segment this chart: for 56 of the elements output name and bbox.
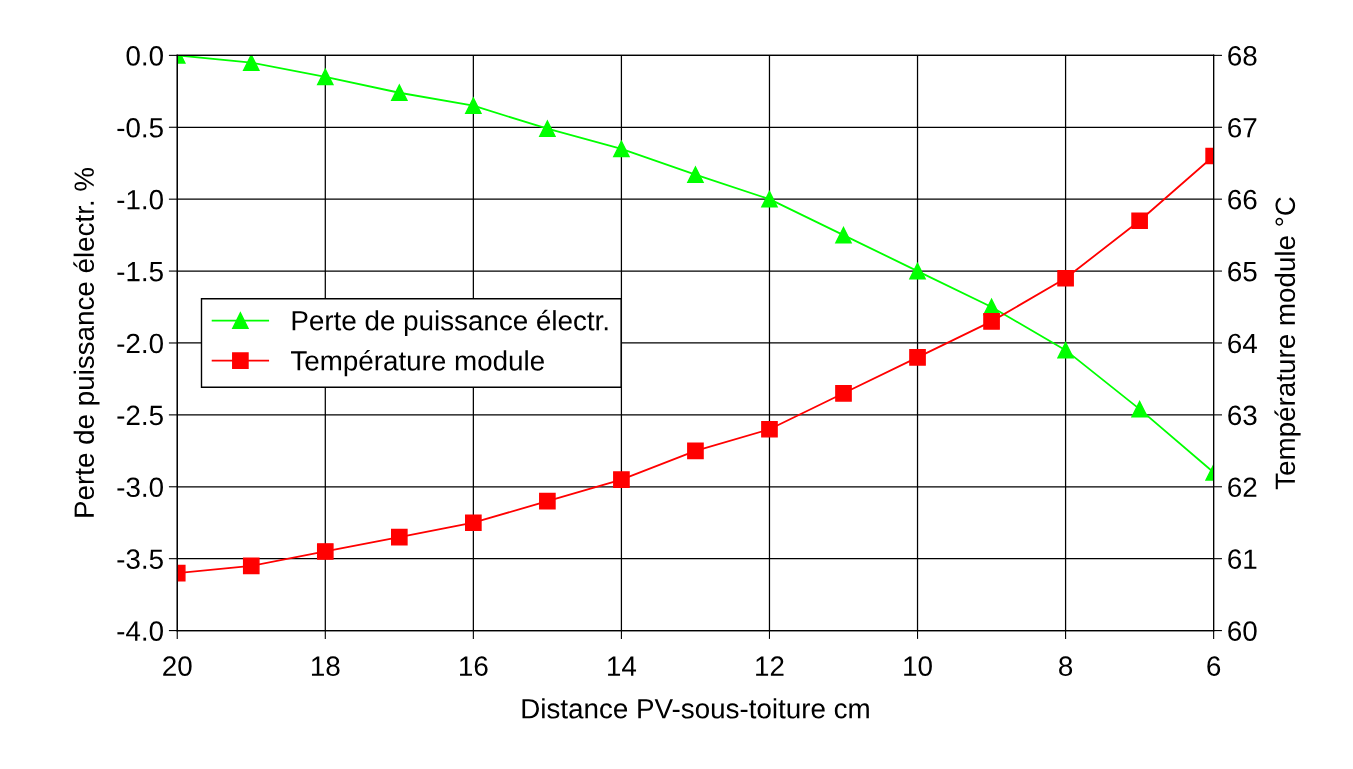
y2-tick-label: 65	[1228, 261, 1257, 282]
y-tick-label: -3.0	[117, 477, 163, 498]
y2-tick-label: 67	[1228, 117, 1257, 138]
point	[835, 226, 852, 244]
y2-tick-label: 64	[1228, 333, 1257, 354]
point	[761, 190, 778, 208]
point	[390, 528, 408, 546]
x-tick-label: 14	[608, 656, 637, 676]
y-tick-label: -1.5	[117, 262, 163, 282]
point	[316, 68, 334, 86]
x-tick-label: 10	[904, 656, 932, 676]
point	[687, 166, 704, 184]
y2-axis-title: Température module °C	[1274, 197, 1301, 490]
point	[539, 120, 556, 138]
y-tick-label: -4.0	[117, 621, 163, 641]
point	[465, 514, 482, 532]
x-tick-label: 16	[460, 656, 488, 676]
y-tick-label: -3.5	[117, 549, 163, 570]
point	[983, 313, 1000, 330]
point	[761, 420, 778, 438]
y-axis-title: Perte de puissance électr. %	[73, 167, 100, 517]
point	[1131, 400, 1148, 418]
point	[316, 543, 334, 560]
y-tick-label: -1.0	[117, 189, 163, 210]
y2-tick-label: 60	[1228, 621, 1257, 641]
y-tick-label: 0.0	[126, 46, 163, 66]
x-tick-label: 20	[163, 656, 192, 676]
x-axis-title: Distance PV-sous-toiture cm	[522, 698, 869, 719]
y-tick-label: -2.5	[117, 405, 163, 426]
legend-label: Perte de puissance électr.	[292, 309, 608, 337]
y2-tick-label: 63	[1228, 405, 1257, 426]
x-tick-label: 8	[1059, 656, 1073, 676]
point	[909, 262, 926, 280]
point	[465, 97, 482, 115]
point	[687, 442, 704, 460]
y2-tick-label: 61	[1228, 549, 1257, 570]
x-tick-label: 6	[1207, 656, 1221, 676]
point	[613, 471, 630, 488]
point	[909, 349, 926, 366]
point	[242, 557, 260, 575]
y-tick-label: -2.0	[117, 333, 163, 354]
point	[1057, 341, 1074, 359]
point	[835, 384, 852, 402]
point	[1131, 212, 1148, 230]
x-tick-label: 12	[756, 656, 784, 676]
point	[390, 84, 408, 102]
y2-tick-label: 66	[1228, 189, 1257, 210]
legend-label: Température module	[291, 349, 544, 377]
point	[613, 140, 630, 158]
y2-tick-label: 68	[1228, 46, 1257, 66]
y2-tick-label: 62	[1228, 477, 1257, 498]
point	[1057, 269, 1074, 287]
point	[242, 55, 260, 71]
x-tick-label: 18	[311, 656, 340, 676]
y-tick-label: -0.5	[117, 117, 163, 138]
point	[539, 492, 556, 510]
